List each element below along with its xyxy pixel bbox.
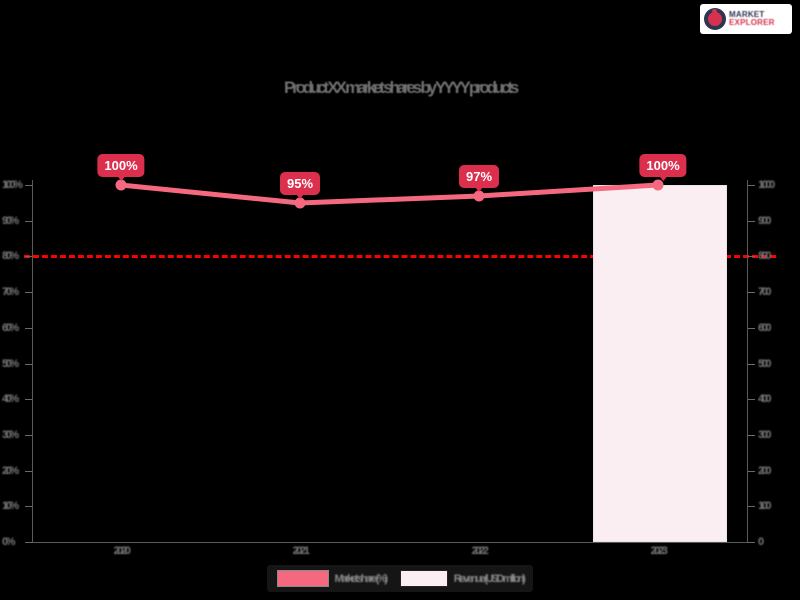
right-axis-line [747,180,748,542]
y-right-tick-8: 200 [758,464,772,477]
x-axis-line [32,542,748,543]
x-category-2: 2022 [471,545,489,557]
globe-icon [704,8,726,30]
data-point-2[interactable] [473,190,485,202]
left-axis-line [32,180,33,542]
legend-swatch-line [276,570,329,587]
y-right-tick-7: 300 [758,428,772,441]
chart-legend: Market share (%) Revenue (USD million) [0,565,800,592]
brand-logo-line1: MARKET [729,10,765,19]
y-left-tick-6: 40% [2,393,19,406]
y-left-tick-1: 90% [2,214,19,227]
x-category-1: 2021 [292,545,310,557]
legend-label-market-share: Market share (%) [334,572,389,585]
y-left-tick-8: 20% [2,464,19,477]
y-left-tick-7: 30% [2,428,19,441]
data-label-0: 100% [97,154,145,181]
y-right-tick-9: 100 [758,500,772,513]
brand-logo[interactable]: MARKET EXPLORER [700,4,792,34]
data-label-1: 95% [279,172,321,199]
legend-swatch-bar [399,570,448,587]
legend-item-revenue[interactable]: Revenue (USD million) [399,570,526,587]
y-right-tick-5: 500 [758,357,772,370]
y-right-tick-0: 1000 [758,179,775,191]
data-point-3[interactable] [652,179,664,191]
y-right-tick-2: 800 [758,250,772,263]
y-left-tick-2: 80% [2,250,19,263]
y-right-tick-3: 700 [758,286,772,299]
y-right-tick-1: 900 [758,214,772,227]
data-point-0[interactable] [115,179,127,191]
x-category-3: 2023 [650,545,668,557]
y-right-tick-6: 400 [758,393,772,406]
data-label-3: 100% [639,154,687,181]
y-left-tick-9: 10% [2,500,19,513]
legend-label-revenue: Revenue (USD million) [453,572,526,585]
y-right-tick-10: 0 [758,536,764,548]
brand-logo-line2: EXPLORER [729,18,775,27]
reference-line [24,255,776,258]
legend-item-market-share[interactable]: Market share (%) [276,570,389,587]
data-label-2: 97% [458,165,500,192]
y-left-tick-3: 70% [2,286,19,299]
y-left-tick-5: 50% [2,357,19,370]
chart-title: Product XX market shares by YYYY product… [284,78,519,97]
x-category-0: 2020 [113,545,131,557]
brand-logo-text: MARKET EXPLORER [729,11,775,27]
y-left-tick-0: 100% [2,179,23,191]
data-point-1[interactable] [294,197,306,209]
y-left-tick-4: 60% [2,321,19,334]
y-right-tick-4: 600 [758,321,772,334]
y-left-tick-10: 0% [2,536,16,548]
